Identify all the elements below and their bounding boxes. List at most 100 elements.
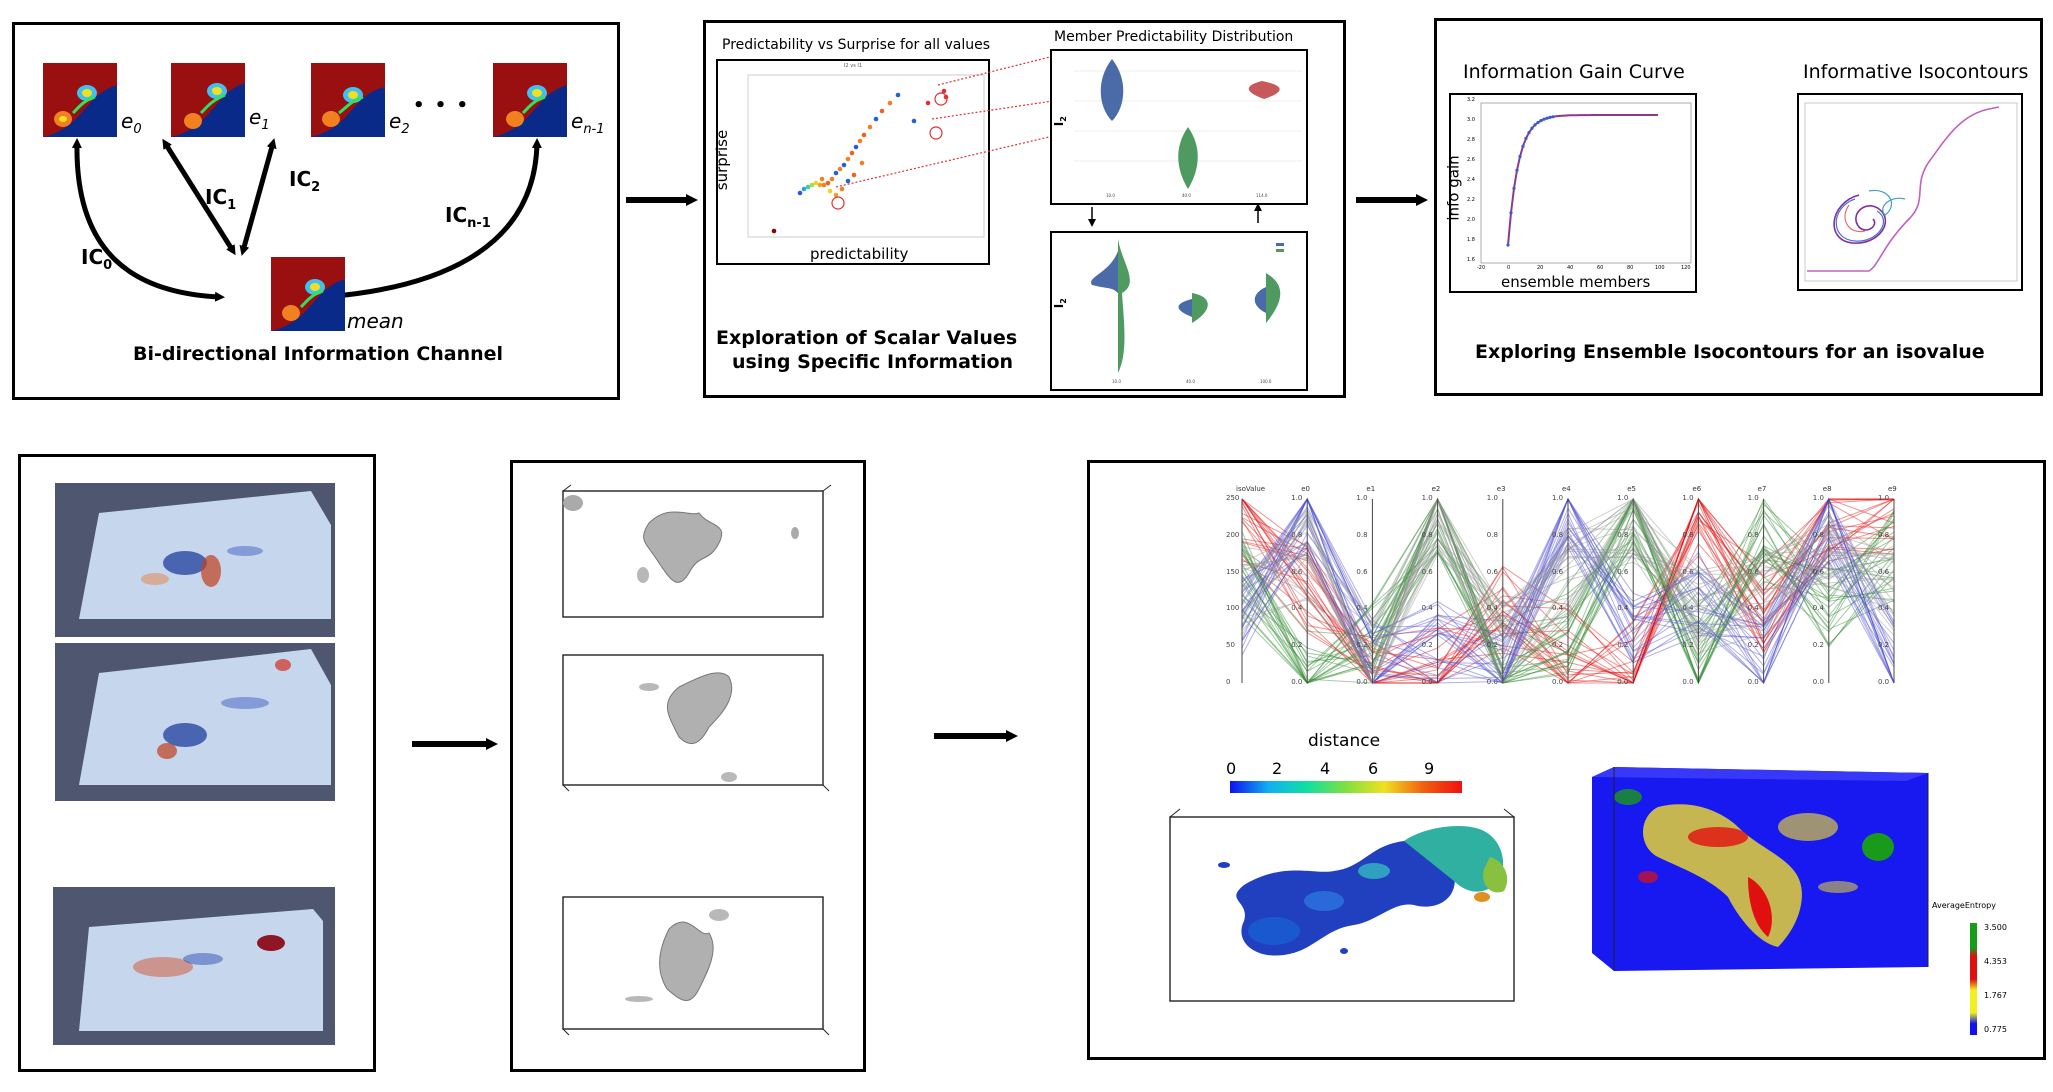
- pcp-tick: 0.0: [1747, 678, 1759, 686]
- scatter-point: [925, 100, 931, 106]
- pcp-tick: 0.0: [1878, 678, 1890, 686]
- gain-xtick: -20: [1477, 265, 1486, 271]
- pcp-tick: 0.2: [1421, 641, 1433, 650]
- pcp-axis-label: e6: [1692, 485, 1702, 493]
- scatter-point: [833, 192, 839, 198]
- scatter-point: [805, 184, 811, 190]
- scatter-point: [845, 156, 851, 162]
- ic-label: ICn-1: [445, 203, 491, 231]
- scatter-point: [797, 190, 803, 196]
- scatter-point: [809, 182, 815, 188]
- gain-ylabel: info gain: [1444, 155, 1463, 221]
- distance-tick: 6: [1368, 759, 1379, 778]
- pcp-axis-label: e5: [1627, 485, 1636, 493]
- pcp-tick: 0.8: [1878, 530, 1890, 539]
- ellipsis: • • •: [413, 95, 471, 116]
- gain-point: [1512, 186, 1516, 190]
- gain-ytick: 2.8: [1467, 137, 1475, 143]
- gain-xtick: 120: [1681, 265, 1691, 271]
- scatter-point: [833, 170, 839, 176]
- slice-view: [55, 643, 335, 801]
- pcp-tick: 0.2: [1878, 641, 1890, 650]
- isocontour-lines: [1804, 102, 2018, 282]
- pcp-tick: 0.4: [1682, 604, 1694, 613]
- pcp-tick: 0.4: [1552, 604, 1564, 613]
- pcp-axis-label: e4: [1562, 485, 1571, 493]
- violin-xtick: 40.0: [1182, 193, 1191, 198]
- gain-ytick: 1.6: [1467, 257, 1475, 263]
- pcp-tick: 1.0: [1878, 494, 1890, 502]
- pcp-tick: 0.4: [1486, 604, 1498, 613]
- ic0-arrow: [71, 138, 225, 302]
- pcp-tick: 0.4: [1878, 604, 1890, 613]
- slice-view: [53, 887, 335, 1045]
- scatter-point: [837, 166, 843, 172]
- pcp-tick: 0.8: [1356, 530, 1368, 539]
- pcp-tick: 0.8: [1421, 530, 1433, 539]
- violin-xtick: 10.0: [1106, 193, 1115, 198]
- pcp-tick: 50: [1226, 641, 1235, 650]
- gain-point: [1536, 120, 1540, 125]
- ic1-arrow: [162, 138, 236, 256]
- gain-point: [1545, 116, 1549, 120]
- scatter-point: [851, 172, 857, 178]
- violin-plot: I2 10.0 40.0 114.0: [1050, 49, 1308, 205]
- info-gain-chart: info gain ensemble members 3.2 3.0 2.8 2…: [1445, 93, 1697, 293]
- pcp-tick: 1.0: [1356, 494, 1368, 502]
- gain-point: [1551, 115, 1555, 119]
- pcp-tick: 0.8: [1552, 530, 1564, 539]
- pcp-tick: 0.6: [1486, 567, 1498, 576]
- gain-point: [1515, 168, 1519, 172]
- pcp-tick: 0.4: [1747, 604, 1759, 613]
- scatter-point: [849, 150, 855, 156]
- scatter-point: [839, 186, 845, 192]
- distance-tick: 4: [1320, 759, 1331, 778]
- pcp-tick: 0.0: [1486, 678, 1498, 686]
- pcp-axis-label: e2: [1431, 485, 1441, 493]
- pcp-tick: 0.8: [1617, 530, 1629, 539]
- scatter-point: [867, 124, 873, 130]
- member-field-thumbnail: [311, 63, 385, 137]
- gain-ytick: 2.2: [1467, 197, 1475, 203]
- gain-point: [1533, 123, 1537, 127]
- violin-xtick: 114.0: [1256, 193, 1268, 198]
- scatter-point: [841, 162, 847, 168]
- pcp-tick: 0.0: [1421, 678, 1433, 686]
- pcp-tick: 250: [1226, 494, 1240, 502]
- gain-point: [1548, 115, 1552, 119]
- gain-ytick: 2.0: [1467, 217, 1475, 223]
- analysis-panel: isoValue 250 200 150 100 50 0 e0 1.0 0.8 0.6 0.4 0.2…: [1087, 460, 2046, 1060]
- scatter-point: [825, 180, 831, 186]
- scatter-point: [845, 178, 851, 184]
- member-field-thumbnail: [171, 63, 245, 137]
- pcp-axis-label: e9: [1888, 485, 1897, 493]
- pcp-tick: 0.6: [1617, 567, 1629, 576]
- distance-legend-title: distance: [1308, 731, 1381, 751]
- ic-label: IC0: [81, 245, 113, 273]
- scatter-point: [941, 88, 947, 94]
- pcp-tick: 1.0: [1617, 494, 1629, 502]
- info-gain-curve: [1480, 102, 1692, 264]
- pcp-axis-label: isoValue: [1236, 485, 1266, 493]
- ic-label: IC2: [289, 167, 321, 195]
- scatter-point: [879, 108, 885, 114]
- channel-caption: Bi-directional Information Channel: [133, 343, 504, 365]
- pcp-axis-label: e0: [1301, 485, 1310, 493]
- pcp-tick: 0.6: [1552, 567, 1564, 576]
- pcp-tick: 1.0: [1682, 494, 1694, 502]
- gain-point: [1509, 211, 1513, 215]
- violin-shapes: [1074, 59, 1302, 189]
- pcp-tick: 0.4: [1291, 604, 1303, 613]
- gain-xlabel: ensemble members: [1501, 273, 1651, 291]
- distance-tick: 9: [1424, 759, 1435, 778]
- entropy-colorbar: [1970, 923, 1977, 1035]
- violin-ylabel: I2: [1051, 116, 1069, 127]
- pcp-tick: 0.4: [1617, 604, 1629, 613]
- scalar-exploration-panel: Predictability vs Surprise for all value…: [703, 20, 1346, 398]
- pcp-tick: 0.2: [1356, 641, 1368, 650]
- pcp-tick: 0.6: [1812, 567, 1824, 576]
- pcp-tick: 0.8: [1747, 530, 1759, 539]
- pcp-tick: 150: [1226, 567, 1240, 576]
- pcp-tick: 0.0: [1291, 678, 1303, 686]
- parallel-lines: [1228, 487, 1908, 695]
